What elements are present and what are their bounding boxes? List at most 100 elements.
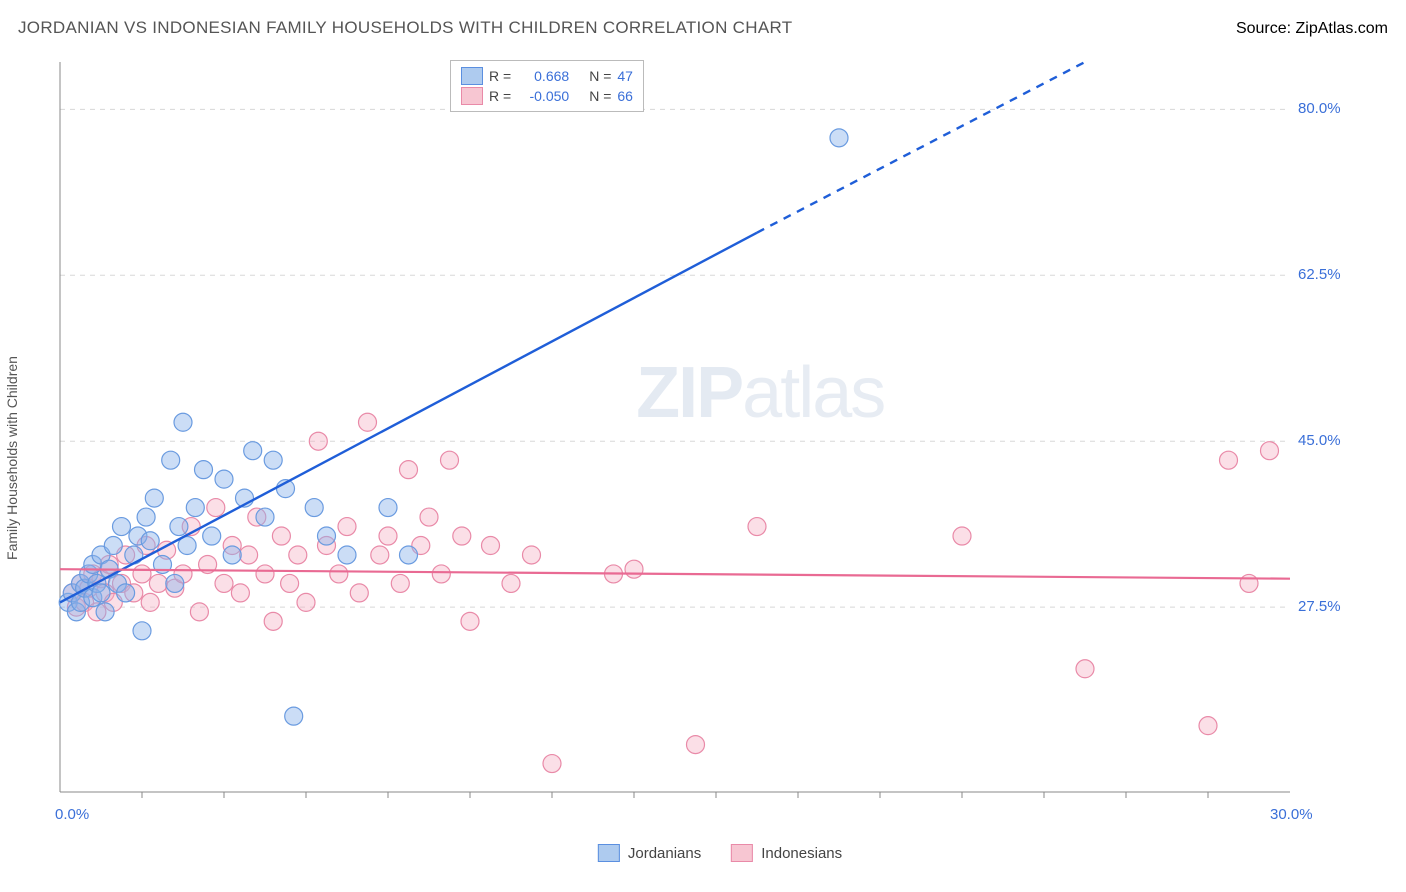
indonesian-point bbox=[1240, 574, 1258, 592]
y-axis-label: Family Households with Children bbox=[4, 356, 20, 560]
jordanian-point bbox=[338, 546, 356, 564]
indonesian-point bbox=[482, 537, 500, 555]
jordanian-point bbox=[125, 546, 143, 564]
series-legend-item: Jordanians bbox=[598, 844, 701, 862]
indonesian-point bbox=[371, 546, 389, 564]
indonesian-point bbox=[502, 574, 520, 592]
jordanian-point bbox=[145, 489, 163, 507]
jordanian-point bbox=[244, 442, 262, 460]
legend-row: R = -0.050 N = 66 bbox=[461, 87, 633, 105]
indonesian-point bbox=[338, 518, 356, 536]
jordanian-point bbox=[195, 461, 213, 479]
indonesian-point bbox=[400, 461, 418, 479]
indonesian-point bbox=[359, 413, 377, 431]
chart-title: JORDANIAN VS INDONESIAN FAMILY HOUSEHOLD… bbox=[18, 18, 792, 38]
indonesian-point bbox=[207, 499, 225, 517]
legend-row: R =0.668N =47 bbox=[461, 67, 633, 85]
jordanian-point bbox=[264, 451, 282, 469]
indonesian-point bbox=[256, 565, 274, 583]
indonesian-point bbox=[240, 546, 258, 564]
indonesian-point bbox=[297, 593, 315, 611]
r-value: 0.668 bbox=[517, 68, 569, 84]
jordanian-point bbox=[830, 129, 848, 147]
indonesian-point bbox=[281, 574, 299, 592]
indonesian-point bbox=[215, 574, 233, 592]
jordanian-point bbox=[285, 707, 303, 725]
indonesian-point bbox=[289, 546, 307, 564]
source: Source: ZipAtlas.com bbox=[1236, 20, 1388, 38]
jordanian-point bbox=[305, 499, 323, 517]
indonesian-point bbox=[625, 560, 643, 578]
n-label: N = bbox=[589, 88, 611, 104]
jordanian-point bbox=[379, 499, 397, 517]
jordanian-point bbox=[215, 470, 233, 488]
indonesian-point bbox=[461, 612, 479, 630]
indonesian-point bbox=[330, 565, 348, 583]
jordanian-point bbox=[133, 622, 151, 640]
indonesian-point bbox=[748, 518, 766, 536]
jordanian-point bbox=[137, 508, 155, 526]
indonesian-point bbox=[1199, 717, 1217, 735]
jordanian-point bbox=[186, 499, 204, 517]
indonesian-point bbox=[309, 432, 327, 450]
jordanian-point bbox=[92, 584, 110, 602]
x-axis-origin-label: 0.0% bbox=[55, 806, 89, 823]
y-tick-label: 62.5% bbox=[1298, 266, 1341, 283]
indonesian-point bbox=[264, 612, 282, 630]
jordanian-point bbox=[223, 546, 241, 564]
indonesian-point bbox=[149, 574, 167, 592]
indonesian-point bbox=[350, 584, 368, 602]
indonesian-point bbox=[141, 593, 159, 611]
jordanian-point bbox=[104, 537, 122, 555]
indonesian-point bbox=[453, 527, 471, 545]
legend-swatch bbox=[731, 844, 753, 862]
jordanian-point bbox=[96, 603, 114, 621]
r-label: R = bbox=[489, 68, 511, 84]
y-tick-label: 27.5% bbox=[1298, 598, 1341, 615]
indonesian-point bbox=[133, 565, 151, 583]
legend-swatch bbox=[461, 67, 483, 85]
jordanian-point bbox=[256, 508, 274, 526]
y-tick-label: 80.0% bbox=[1298, 100, 1341, 117]
jordanian-point bbox=[117, 584, 135, 602]
jordanian-point bbox=[203, 527, 221, 545]
series-legend: Jordanians Indonesians bbox=[598, 844, 842, 862]
indonesian-point bbox=[1261, 442, 1279, 460]
scatter-plot bbox=[50, 52, 1350, 832]
indonesian-trendline bbox=[60, 569, 1290, 578]
series-legend-label: Jordanians bbox=[628, 845, 701, 862]
indonesian-point bbox=[379, 527, 397, 545]
indonesian-point bbox=[272, 527, 290, 545]
correlation-legend: R = 0.668 N = 47 R = -0.050 N = 66 bbox=[450, 60, 644, 112]
indonesian-point bbox=[231, 584, 249, 602]
legend-swatch bbox=[461, 87, 483, 105]
indonesian-point bbox=[391, 574, 409, 592]
jordanian-trendline-dash bbox=[757, 62, 1085, 233]
indonesian-point bbox=[432, 565, 450, 583]
legend-swatch bbox=[598, 844, 620, 862]
jordanian-point bbox=[170, 518, 188, 536]
jordanian-point bbox=[113, 518, 131, 536]
source-label: Source: bbox=[1236, 20, 1291, 37]
n-value: 66 bbox=[617, 88, 633, 104]
jordanian-point bbox=[141, 532, 159, 550]
r-value: -0.050 bbox=[517, 88, 569, 104]
series-legend-item: Indonesians bbox=[731, 844, 842, 862]
indonesian-point bbox=[420, 508, 438, 526]
jordanian-point bbox=[400, 546, 418, 564]
r-label: R = bbox=[489, 88, 511, 104]
indonesian-point bbox=[1220, 451, 1238, 469]
indonesian-point bbox=[1076, 660, 1094, 678]
chart-area: Family Households with Children ZIPatlas… bbox=[50, 52, 1390, 864]
jordanian-point bbox=[318, 527, 336, 545]
x-axis-max-label: 30.0% bbox=[1270, 806, 1313, 823]
indonesian-point bbox=[441, 451, 459, 469]
indonesian-point bbox=[687, 736, 705, 754]
series-legend-label: Indonesians bbox=[761, 845, 842, 862]
jordanian-point bbox=[174, 413, 192, 431]
n-value: 47 bbox=[617, 68, 633, 84]
y-tick-label: 45.0% bbox=[1298, 432, 1341, 449]
indonesian-point bbox=[543, 755, 561, 773]
indonesian-point bbox=[953, 527, 971, 545]
indonesian-point bbox=[523, 546, 541, 564]
